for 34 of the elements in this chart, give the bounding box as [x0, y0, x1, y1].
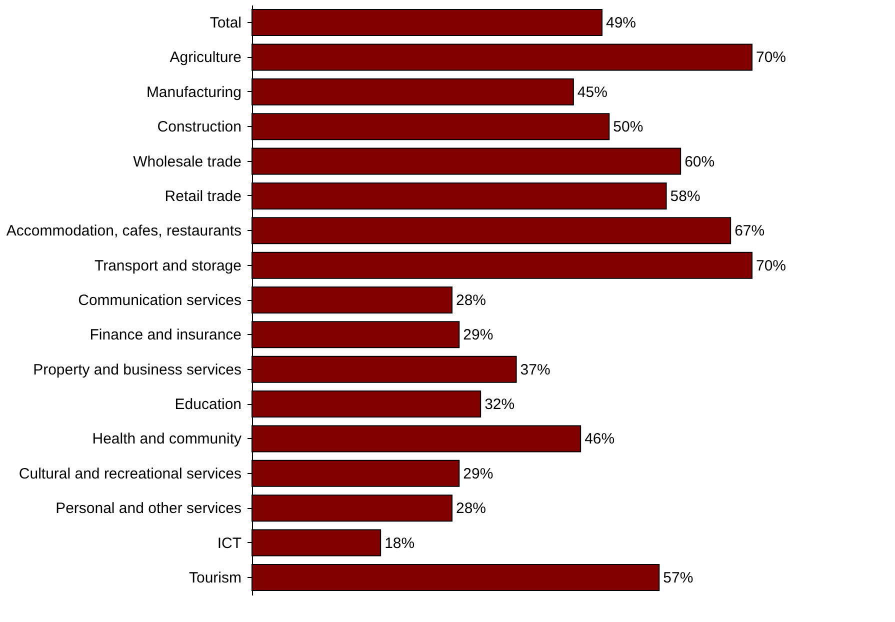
- data-label: 50%: [613, 118, 644, 136]
- data-label: 70%: [756, 257, 786, 274]
- y-tick-label: Agriculture: [170, 49, 242, 66]
- data-label: 60%: [684, 153, 715, 170]
- data-label: 70%: [756, 49, 786, 66]
- y-tick-label: Property and business services: [33, 361, 242, 378]
- y-tick-label: Education: [174, 396, 242, 414]
- y-tick-label: Health and community: [92, 430, 242, 448]
- data-label: 28%: [456, 292, 486, 309]
- data-label: 57%: [663, 569, 694, 586]
- data-label: 58%: [670, 188, 700, 205]
- y-tick-label: Tourism: [188, 569, 242, 586]
- y-tick-label: ICT: [217, 534, 242, 552]
- y-tick-label: Transport and storage: [94, 257, 242, 274]
- y-tick-label: Accommodation, cafes, restaurants: [6, 222, 242, 240]
- data-label: 46%: [584, 430, 615, 448]
- y-tick-label: Communication services: [78, 292, 242, 309]
- data-label: 37%: [520, 361, 550, 378]
- data-label: 28%: [456, 500, 486, 518]
- data-label: 32%: [484, 396, 515, 414]
- data-label: 29%: [463, 326, 494, 344]
- y-tick-label: Cultural and recreational services: [18, 465, 242, 482]
- data-label: 29%: [463, 465, 494, 482]
- data-label: 67%: [734, 222, 765, 240]
- y-tick-label: Finance and insurance: [90, 326, 242, 344]
- data-label: 18%: [384, 534, 415, 552]
- y-tick-label: Retail trade: [164, 188, 242, 205]
- y-tick-label: Wholesale trade: [133, 153, 242, 170]
- y-tick-label: Manufacturing: [146, 84, 242, 101]
- data-label: 49%: [606, 14, 636, 32]
- y-tick-label: Total: [210, 14, 242, 32]
- data-label: 45%: [577, 84, 608, 101]
- y-tick-label: Personal and other services: [56, 500, 242, 518]
- y-tick-label: Construction: [157, 118, 242, 136]
